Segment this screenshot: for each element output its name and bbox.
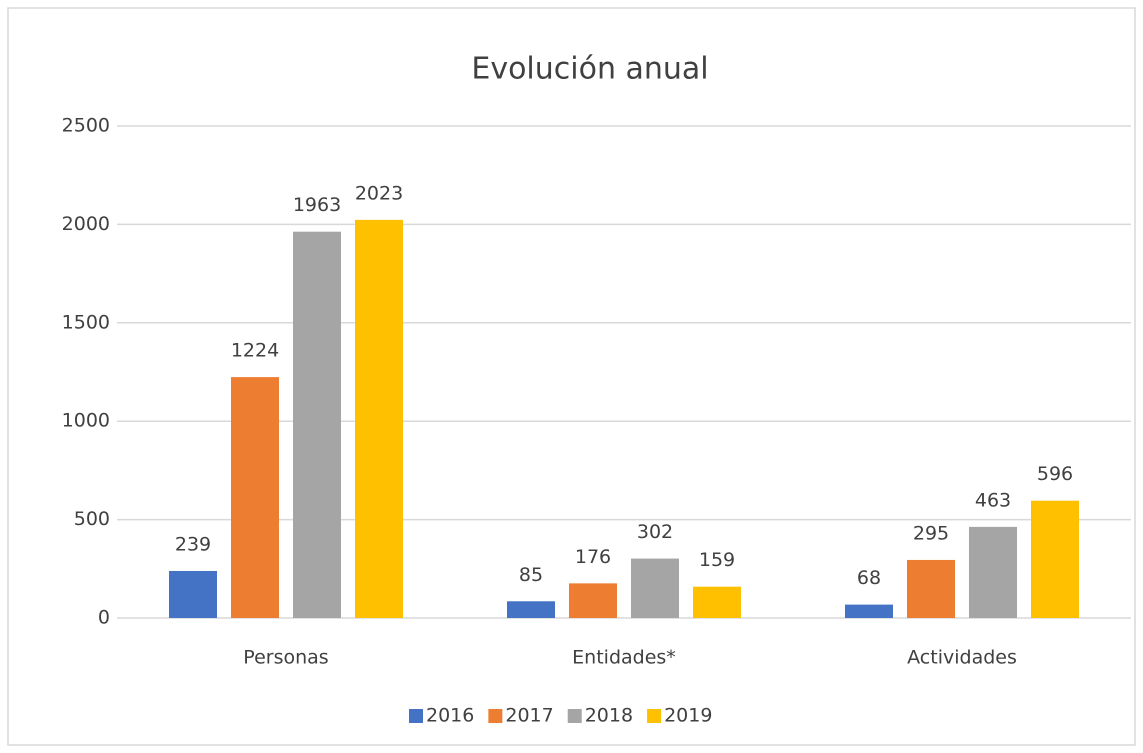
chart-border bbox=[7, 7, 1136, 746]
y-tick-label: 2500 bbox=[62, 115, 110, 137]
y-tick-label: 500 bbox=[74, 508, 110, 530]
y-tick-label: 2000 bbox=[62, 213, 110, 235]
data-label: 239 bbox=[175, 533, 211, 555]
x-tick-label: Entidades* bbox=[572, 647, 676, 669]
x-tick-label: Actividades bbox=[907, 647, 1017, 669]
data-label: 2023 bbox=[355, 182, 403, 204]
legend-swatch bbox=[647, 709, 662, 723]
data-label: 1224 bbox=[231, 340, 279, 362]
data-label: 302 bbox=[637, 521, 673, 543]
legend-label: 2019 bbox=[664, 705, 712, 727]
legend-label: 2017 bbox=[505, 705, 553, 727]
data-label: 176 bbox=[575, 546, 611, 568]
data-label: 159 bbox=[699, 549, 735, 571]
y-tick-label: 1500 bbox=[62, 311, 110, 333]
y-tick-label: 1000 bbox=[62, 410, 110, 432]
legend-swatch bbox=[488, 709, 503, 723]
data-label: 295 bbox=[913, 522, 949, 544]
legend-swatch bbox=[567, 709, 582, 723]
bar bbox=[631, 558, 679, 618]
data-label: 85 bbox=[519, 564, 543, 586]
bar bbox=[507, 601, 555, 618]
bar bbox=[907, 559, 955, 618]
bar bbox=[693, 586, 741, 618]
legend-label: 2018 bbox=[585, 705, 633, 727]
legend-swatch bbox=[409, 709, 423, 723]
bar bbox=[969, 526, 1017, 618]
y-tick-label: 0 bbox=[98, 607, 110, 629]
bar bbox=[355, 219, 403, 618]
data-label: 463 bbox=[975, 489, 1011, 511]
bar bbox=[293, 231, 341, 619]
bar bbox=[1031, 500, 1079, 618]
bar bbox=[169, 570, 217, 618]
chart-title: Evolución anual bbox=[471, 52, 708, 87]
bar bbox=[569, 583, 617, 618]
data-label: 1963 bbox=[293, 194, 341, 216]
data-label: 68 bbox=[857, 567, 881, 589]
bar bbox=[231, 377, 279, 618]
data-label: 596 bbox=[1037, 463, 1073, 485]
legend-label: 2016 bbox=[426, 705, 474, 727]
bar bbox=[845, 604, 893, 618]
x-tick-label: Personas bbox=[243, 647, 328, 669]
